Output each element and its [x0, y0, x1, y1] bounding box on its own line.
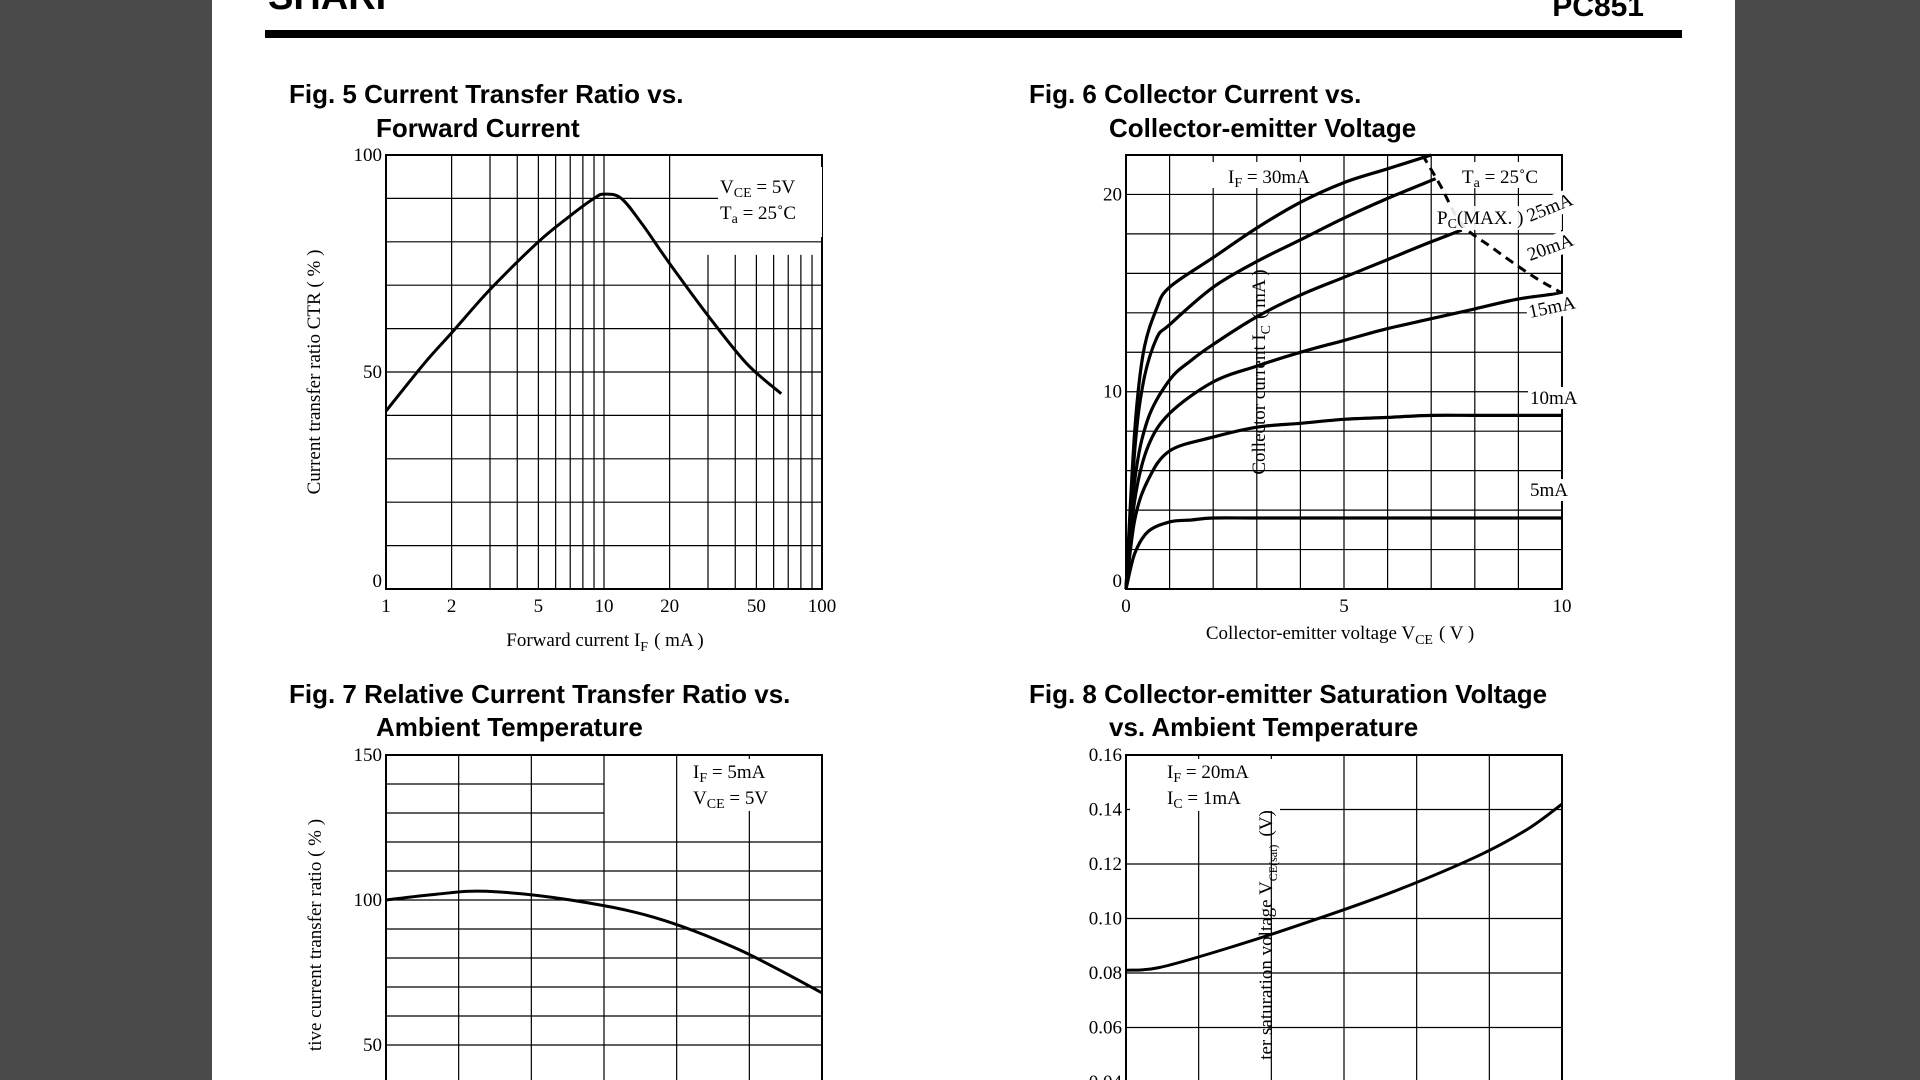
- fig5-cond-vce: VCE = 5V: [720, 177, 795, 201]
- fig5-title-line2: Forward Current: [376, 113, 580, 143]
- fig8-cond-ic: IC = 1mA: [1167, 788, 1241, 812]
- fig8-y-tick-labels: 0.16 0.14 0.12 0.10 0.08 0.06 0.04: [1089, 745, 1123, 1080]
- fig5-plot-frame: [385, 154, 823, 590]
- fig6-curve-label-bg: [1528, 387, 1584, 409]
- fig6-ic-curve: [1124, 413, 1562, 590]
- document-page: SHARP PC851 Fig. 5 Current Transfer Rati…: [212, 0, 1735, 1080]
- fig8-y-axis-label: ter saturation voltage VCE(sat)(V): [1256, 810, 1280, 1060]
- fig5-legend-bg: [718, 167, 822, 237]
- fig5-x-tick: 100: [808, 596, 837, 617]
- fig6-ta-label-bg: [1452, 162, 1556, 188]
- fig8-y-tick: 0.10: [1089, 909, 1122, 930]
- header-rule: [265, 30, 1682, 38]
- fig5-x-tick: 2: [447, 596, 457, 617]
- fig7-title-line2: Ambient Temperature: [376, 712, 643, 742]
- fig6-y-axis-label: Collector current IC( mA ): [1249, 269, 1274, 474]
- fig6-if-label-bg: [1212, 162, 1330, 188]
- fig5-y-tick: 0: [373, 571, 383, 592]
- fig5-x-tick: 5: [534, 596, 544, 617]
- fig5-x-tick: 1: [381, 596, 391, 617]
- fig5-x-tick: 20: [660, 596, 679, 617]
- fig8-y-tick: 0.16: [1089, 745, 1122, 766]
- fig7-cond-if: IF = 5mA: [693, 762, 766, 786]
- fig8-title-line1: Fig. 8 Collector-emitter Saturation Volt…: [1029, 679, 1547, 709]
- fig6-y-tick: 10: [1103, 382, 1122, 403]
- fig8-y-tick: 0.12: [1089, 854, 1122, 875]
- fig5-x-tick: 10: [595, 596, 614, 617]
- fig6-ic-curve: [1124, 177, 1437, 590]
- fig8-y-tick: 0.06: [1089, 1018, 1122, 1039]
- fig6-pc-max-dashed-curve: [1421, 154, 1563, 295]
- fig6-curve-label-bg: [1522, 226, 1583, 267]
- fig8-legend-bg: [1130, 759, 1280, 811]
- fig5-grid: [386, 155, 822, 589]
- fig8-plot-frame: [1125, 754, 1563, 1080]
- fig5-y-tick-labels: 100 50 0: [354, 145, 383, 592]
- fig6-ic-curve: [1124, 291, 1563, 590]
- fig6-x-tick: 10: [1553, 596, 1572, 617]
- fig5-x-tick-labels: 1 2 5 10 20 50 100: [381, 596, 836, 617]
- fig6-curve-label-bg: [1528, 479, 1584, 501]
- fig5-title-line1: Fig. 5 Current Transfer Ratio vs.: [289, 79, 683, 109]
- fig7-cond-vce: VCE = 5V: [693, 788, 768, 812]
- fig6-curves: [1124, 153, 1563, 590]
- fig6-curve-label: 10mA: [1530, 388, 1578, 409]
- fig5-ctr-curve: [384, 192, 783, 413]
- fig7-y-tick-labels: 150 100 50: [354, 745, 383, 1056]
- fig6-ic-curve: [1124, 228, 1463, 590]
- fig6-ta-label: Ta = 25˚C: [1462, 167, 1538, 191]
- fig6-curve-label-bg: [1524, 290, 1584, 324]
- fig7-legend-bg: [699, 759, 819, 811]
- fig7-y-tick: 100: [354, 890, 383, 911]
- fig5-y-axis-label: Current transfer ratio CTR ( % ): [304, 250, 325, 495]
- fig5-x-tick: 50: [747, 596, 766, 617]
- fig6-x-tick: 0: [1121, 596, 1131, 617]
- fig6-if-30ma-label: IF = 30mA: [1228, 167, 1310, 191]
- fig8-y-tick: 0.14: [1089, 800, 1123, 821]
- fig6-pc-max-label: PC(MAX. ): [1437, 208, 1523, 232]
- fig8-title-line2: vs. Ambient Temperature: [1109, 712, 1418, 742]
- fig7-y-axis-label: tive current transfer ratio ( % ): [305, 819, 326, 1051]
- fig7-y-tick: 50: [363, 1035, 382, 1056]
- fig6-x-tick: 5: [1339, 596, 1349, 617]
- fig6-ic-curve: [1124, 516, 1562, 590]
- fig7-plot-frame: [385, 754, 823, 1080]
- fig6-x-axis-label: Collector-emitter voltage VCE( V ): [1206, 623, 1474, 648]
- fig5-cond-ta: Ta = 25˚C: [720, 203, 796, 227]
- fig7-y-tick: 150: [354, 745, 383, 766]
- fig6-plot-frame: [1125, 154, 1563, 590]
- fig5-y-tick: 100: [354, 145, 383, 166]
- fig6-curve-label: 20mA: [1525, 230, 1577, 266]
- fig6-curve-label-bg: [1521, 186, 1582, 228]
- fig7-relative-ctr-curve: [385, 889, 823, 995]
- fig5-x-axis-label: Forward current IF( mA ): [506, 630, 703, 655]
- fig6-y-tick-labels: 20 10 0: [1103, 184, 1122, 592]
- fig6-title-line2: Collector-emitter Voltage: [1109, 113, 1416, 143]
- fig6-curve-label: 5mA: [1530, 480, 1568, 501]
- fig5-y-tick: 50: [363, 362, 382, 383]
- fig7-title-line1: Fig. 7 Relative Current Transfer Ratio v…: [289, 679, 790, 709]
- fig7-grid: [386, 755, 822, 1080]
- fig8-y-tick: 0.04: [1089, 1072, 1123, 1080]
- fig8-vce-sat-curve: [1125, 802, 1563, 972]
- fig6-y-tick: 20: [1103, 184, 1122, 205]
- fig6-y-tick: 0: [1113, 571, 1123, 592]
- brand-logo: SHARP: [268, 0, 401, 18]
- fig6-x-tick-labels: 0 5 10: [1121, 596, 1571, 617]
- fig6-title-line1: Fig. 6 Collector Current vs.: [1029, 79, 1361, 109]
- fig6-ic-curve: [1124, 153, 1432, 590]
- datasheet-page-svg: SHARP PC851 Fig. 5 Current Transfer Rati…: [265, 0, 1682, 1080]
- fig8-y-tick: 0.08: [1089, 963, 1122, 984]
- model-number: PC851: [1552, 0, 1644, 23]
- fig8-cond-if: IF = 20mA: [1167, 762, 1249, 786]
